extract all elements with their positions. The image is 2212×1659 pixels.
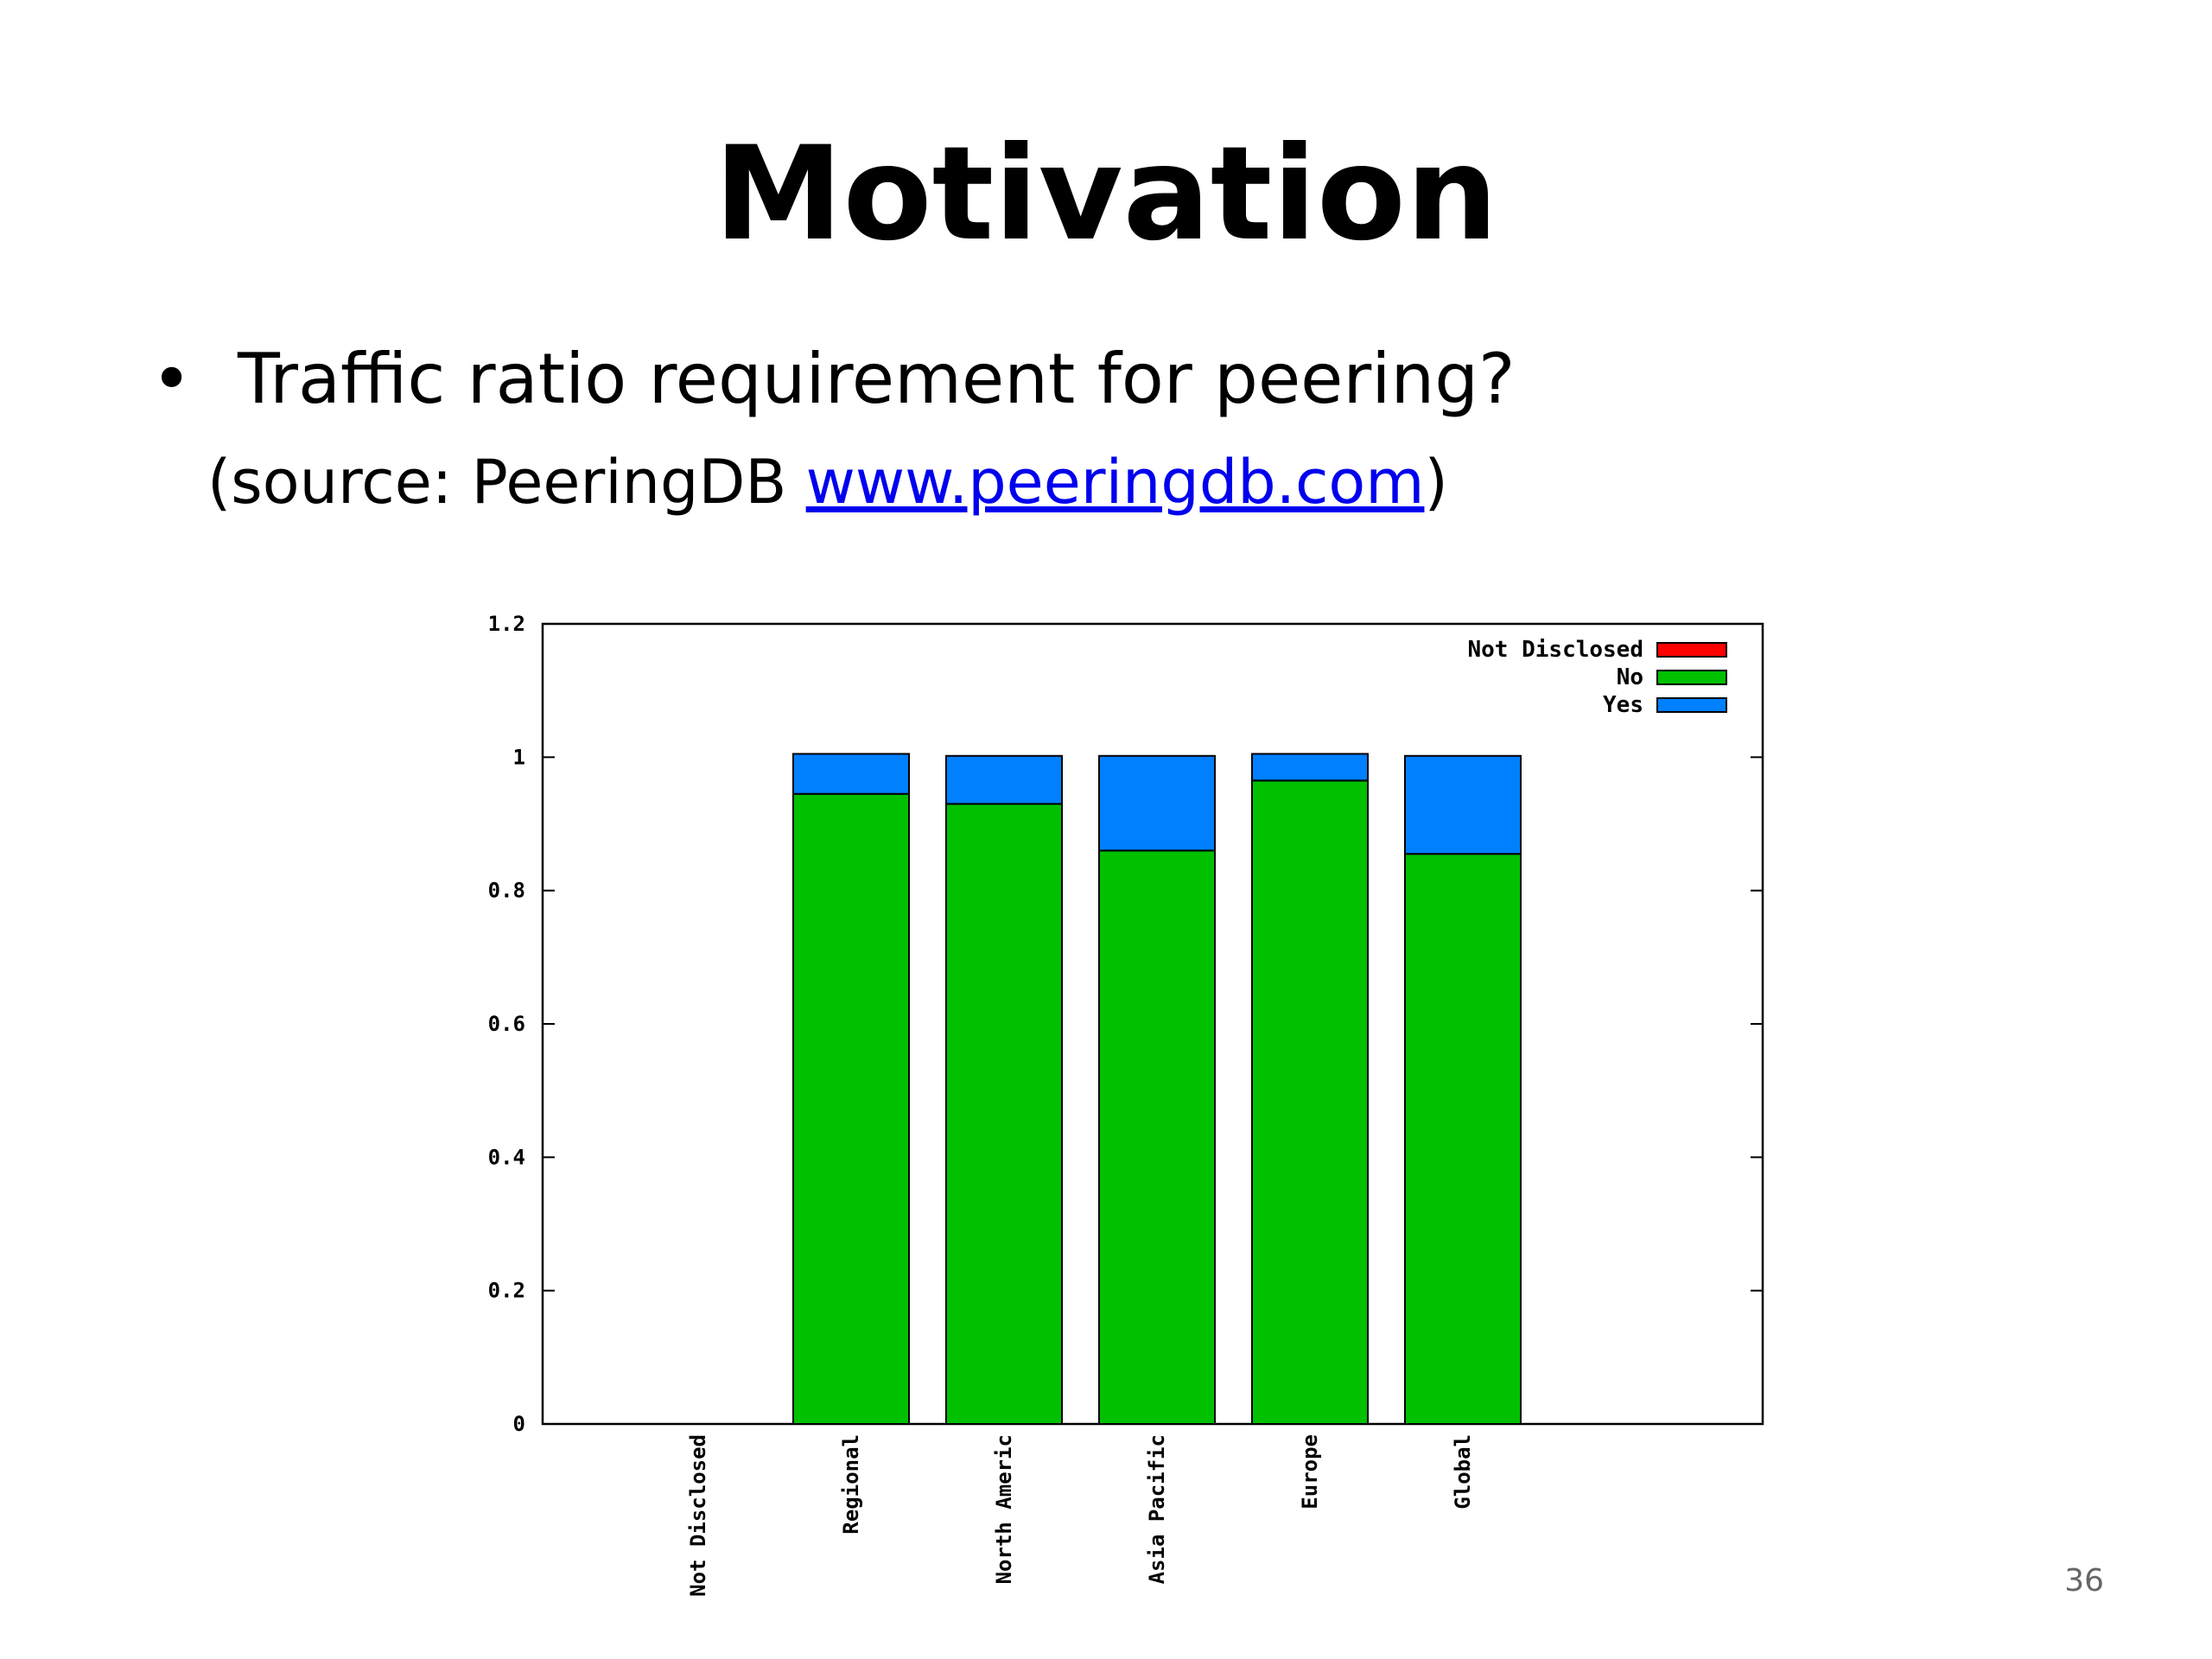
bar-yes-asia-pacific xyxy=(1098,754,1216,852)
y-tick-label: 0.2 xyxy=(488,1279,525,1303)
bar-no-north-america xyxy=(945,803,1063,1426)
traffic-ratio-chart: 0 0.2 0.4 0.6 0.8 1 1.2 Not Disclosed Regional No… xyxy=(488,612,1764,1597)
bullet-icon: • xyxy=(151,339,193,419)
y-tick-label: 1 xyxy=(513,745,525,769)
y-tick-label: 0.6 xyxy=(488,1012,525,1036)
x-tick-label: Regional xyxy=(839,1434,863,1535)
bar-no-regional xyxy=(792,792,910,1425)
x-tick-label: Asia Pacific xyxy=(1145,1434,1169,1584)
legend-label: Not Disclosed xyxy=(1468,637,1644,663)
slide-title: Motivation xyxy=(714,119,1498,270)
bar-yes-global xyxy=(1404,754,1522,855)
bar-yes-europe xyxy=(1251,753,1369,782)
y-tick-label: 1.2 xyxy=(488,612,525,636)
y-tick-label: 0.4 xyxy=(488,1145,525,1169)
bar-no-asia-pacific xyxy=(1098,849,1216,1426)
x-tick-label: Global xyxy=(1451,1434,1475,1510)
source-line: (source: PeeringDB www.peeringdb.com) xyxy=(207,449,1448,516)
legend-swatch-no xyxy=(1656,670,1727,685)
peeringdb-link[interactable]: www.peeringdb.com xyxy=(805,447,1425,518)
x-tick-label: Not Disclosed xyxy=(686,1434,710,1597)
slide-number: 36 xyxy=(2064,1563,2104,1599)
y-tick-label: 0.8 xyxy=(488,879,525,903)
bar-yes-north-america xyxy=(945,754,1063,805)
legend-label: Yes xyxy=(1603,692,1643,718)
bullet-text: Traffic ratio requirement for peering? xyxy=(238,339,1516,419)
bar-no-global xyxy=(1404,853,1522,1426)
source-prefix: (source: PeeringDB xyxy=(207,447,806,518)
x-tick-label: Europe xyxy=(1298,1434,1322,1510)
bar-no-europe xyxy=(1251,779,1369,1425)
x-tick-label: North Americ xyxy=(992,1434,1016,1584)
source-suffix: ) xyxy=(1424,447,1448,518)
legend-swatch-yes xyxy=(1656,697,1727,713)
bar-yes-regional xyxy=(792,753,910,795)
legend-swatch-not-disclosed xyxy=(1656,642,1727,658)
bullet-item: • Traffic ratio requirement for peering? xyxy=(151,341,1515,417)
y-tick-label: 0 xyxy=(513,1412,525,1436)
legend-label: No xyxy=(1617,664,1643,690)
